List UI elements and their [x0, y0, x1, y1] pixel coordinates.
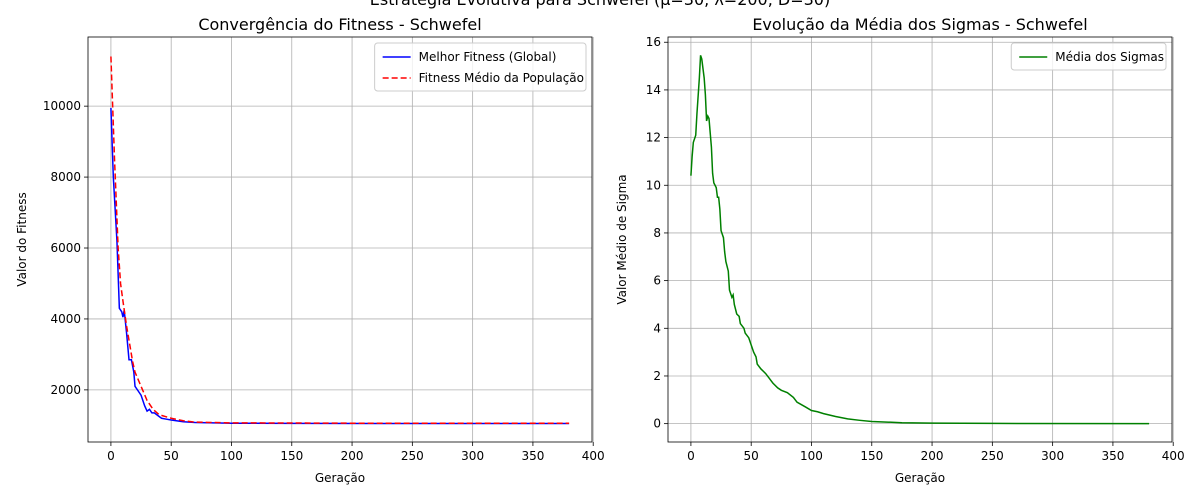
y-tick-label: 6 — [653, 274, 661, 288]
y-tick-label: 12 — [646, 131, 661, 145]
x-tick-label: 0 — [107, 449, 115, 463]
legend: Melhor Fitness (Global) Fitness Médio da … — [374, 42, 587, 92]
legend: Média dos Sigmas — [1010, 42, 1167, 71]
y-tick-label: 10 — [646, 178, 661, 192]
x-tick-label: 50 — [744, 449, 759, 463]
x-axis-label: Geração — [895, 471, 945, 485]
plot-frame — [667, 36, 1173, 443]
legend-label: Média dos Sigmas — [1055, 50, 1164, 64]
x-tick-label: 100 — [800, 449, 823, 463]
x-tick-label: 300 — [1041, 449, 1064, 463]
y-tick-label: 2 — [653, 369, 661, 383]
y-tick-label: 14 — [646, 83, 661, 97]
y-tick-label: 4000 — [50, 312, 81, 326]
x-tick-label: 150 — [860, 449, 883, 463]
y-tick-label: 2000 — [50, 383, 81, 397]
y-tick-label: 8 — [653, 226, 661, 240]
legend-label: Fitness Médio da População — [419, 71, 584, 85]
chart-title: Evolução da Média dos Sigmas - Schwefel — [752, 15, 1087, 34]
legend-frame — [1010, 42, 1167, 71]
figure-title: Estratégia Evolutiva para Schwefel (μ=30… — [370, 0, 830, 9]
x-tick-label: 400 — [582, 449, 605, 463]
x-tick-label: 200 — [921, 449, 944, 463]
data-line — [110, 107, 570, 425]
x-tick-label: 0 — [687, 449, 695, 463]
y-tick-label: 4 — [653, 321, 661, 335]
x-tick-label: 350 — [1101, 449, 1124, 463]
x-tick-label: 250 — [981, 449, 1004, 463]
x-tick-label: 300 — [461, 449, 484, 463]
legend-frame — [374, 42, 587, 92]
plot-frame — [87, 36, 593, 443]
y-axis-label: Valor Médio de Sigma — [615, 174, 629, 304]
x-axis-label: Geração — [315, 471, 365, 485]
y-tick-label: 10000 — [43, 99, 81, 113]
x-tick-label: 350 — [521, 449, 544, 463]
x-tick-label: 50 — [164, 449, 179, 463]
x-tick-label: 400 — [1162, 449, 1185, 463]
legend-label: Melhor Fitness (Global) — [419, 50, 557, 64]
x-tick-label: 200 — [341, 449, 364, 463]
data-line — [690, 55, 1150, 425]
y-tick-label: 6000 — [50, 241, 81, 255]
x-tick-label: 100 — [220, 449, 243, 463]
y-tick-label: 16 — [646, 35, 661, 49]
y-tick-label: 0 — [653, 417, 661, 431]
y-tick-label: 8000 — [50, 170, 81, 184]
data-line — [110, 56, 570, 424]
chart-title: Convergência do Fitness - Schwefel — [198, 15, 481, 34]
x-tick-label: 150 — [280, 449, 303, 463]
y-axis-label: Valor do Fitness — [15, 192, 29, 286]
x-tick-label: 250 — [401, 449, 424, 463]
